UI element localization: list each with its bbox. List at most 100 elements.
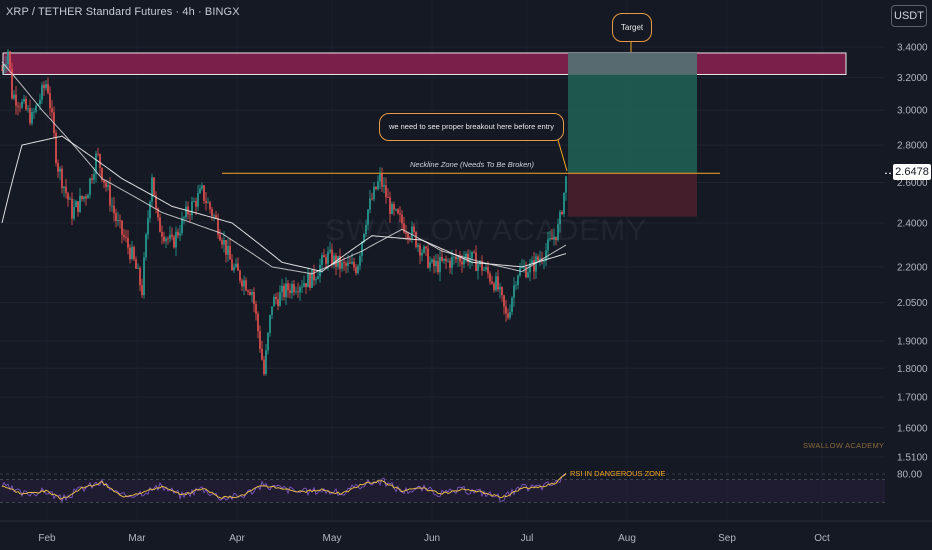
candle-body (329, 249, 331, 252)
candle-body (101, 167, 103, 181)
candle-body (9, 51, 11, 69)
candle-body (253, 291, 255, 305)
candle-body (315, 279, 317, 281)
candle-body (141, 285, 143, 296)
candle-body (455, 256, 457, 260)
candle-body (215, 215, 217, 219)
candle-body (245, 280, 247, 291)
candle-body (145, 234, 147, 258)
candle-body (67, 193, 69, 200)
candle-body (423, 246, 425, 253)
candle-body (105, 182, 107, 187)
candle-body (301, 286, 303, 288)
candle-body (195, 201, 197, 207)
candle-body (193, 201, 195, 202)
candle-body (477, 264, 479, 271)
candle-body (71, 198, 73, 219)
brand-label: SWALLOW ACADEMY (803, 441, 885, 450)
candle-body (365, 224, 367, 234)
candle-body (175, 231, 177, 248)
price-axis[interactable]: 3.4000 3.2000 3.0000 2.8000 2.6000 2.4000 2.20… (897, 43, 928, 464)
candle-body (317, 276, 319, 280)
candle-body (221, 240, 223, 245)
candle-body (481, 260, 483, 271)
candle-body (559, 211, 561, 225)
candle-body (3, 67, 5, 70)
candle-body (159, 217, 161, 233)
candle-body (57, 163, 59, 172)
candle-body (295, 291, 297, 293)
candle-body (119, 219, 121, 221)
candle-body (59, 168, 61, 172)
candle-body (513, 285, 515, 298)
candle-body (505, 306, 507, 314)
target-overlap (568, 52, 697, 75)
candle-body (321, 255, 323, 266)
breakout-callout[interactable]: we need to see proper breakout here befo… (379, 113, 564, 141)
y-tick-label: 2.0500 (897, 298, 928, 309)
candle-body (233, 266, 235, 271)
moving-averages (1, 61, 567, 275)
candle-body (185, 206, 187, 218)
candle-body (261, 348, 263, 360)
candle-body (153, 177, 155, 196)
candle-body (31, 111, 33, 124)
candle-body (359, 255, 361, 266)
candle-body (243, 280, 245, 287)
candle-body (353, 261, 355, 268)
candle-body (355, 267, 357, 274)
candle-body (535, 256, 537, 272)
candle-body (289, 290, 291, 294)
candle-body (15, 94, 17, 106)
x-tick-label: May (323, 533, 342, 544)
y-tick-label: 1.7000 (897, 393, 928, 404)
x-tick-label: Sep (718, 533, 736, 544)
candle-body (381, 173, 383, 187)
candle-body (241, 280, 243, 287)
candle-body (465, 253, 467, 259)
candle-body (523, 267, 525, 268)
time-axis[interactable]: Feb Mar Apr May Jun Jul Aug Sep Oct (38, 533, 830, 544)
candle-body (307, 273, 309, 288)
candle-body (171, 234, 173, 237)
candle-body (385, 185, 387, 198)
candle-body (521, 267, 523, 269)
candle-body (65, 186, 67, 194)
candle-body (361, 241, 363, 256)
candle-body (565, 176, 567, 193)
candle-body (501, 287, 503, 296)
candle-body (77, 201, 79, 212)
candle-body (129, 247, 131, 260)
candle-body (117, 219, 119, 221)
candle-body (297, 291, 299, 293)
resistance-zone (2, 52, 847, 75)
candle-body (7, 51, 9, 65)
candle-body (121, 220, 123, 235)
candle-body (275, 296, 277, 300)
candle-body (279, 292, 281, 307)
candle-body (449, 260, 451, 268)
candle-body (309, 273, 311, 288)
candle-body (389, 197, 391, 214)
candle-body (199, 188, 201, 194)
candle-body (517, 275, 519, 285)
candle-body (331, 249, 333, 266)
candle-body (303, 283, 305, 287)
candle-body (283, 285, 285, 298)
candle-body (405, 232, 407, 234)
candle-body (371, 198, 373, 200)
target-callout[interactable]: Target (612, 13, 652, 42)
candle-body (213, 215, 215, 217)
candle-body (45, 84, 47, 89)
candle-body (197, 193, 199, 207)
candle-body (499, 287, 501, 290)
candle-body (551, 237, 553, 240)
stop-loss-zone (568, 173, 697, 217)
candle-body (487, 267, 489, 274)
candle-body (205, 200, 207, 204)
candle-body (269, 314, 271, 333)
candle-body (35, 105, 37, 112)
currency-unit-button[interactable]: USDT (891, 5, 927, 27)
candle-body (327, 251, 329, 264)
